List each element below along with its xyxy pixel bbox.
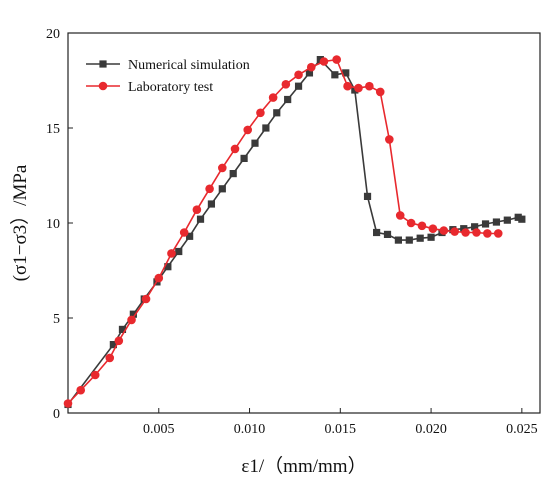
y-tick-label: 10 (46, 217, 60, 232)
y-axis-title: (σ1−σ3）/MPa (9, 164, 31, 281)
data-point (461, 228, 470, 237)
data-point (268, 93, 278, 102)
data-point (129, 310, 137, 318)
data-point (256, 108, 265, 118)
data-point (90, 370, 100, 380)
data-point (179, 228, 189, 237)
data-point (109, 341, 117, 349)
data-point (251, 139, 259, 147)
data-point (105, 353, 115, 363)
series-layer (63, 55, 526, 409)
data-point (331, 71, 339, 79)
legend-marker (98, 81, 108, 91)
data-point (394, 236, 402, 244)
data-point (273, 109, 281, 117)
data-point (262, 124, 270, 132)
data-point (416, 234, 424, 242)
data-point (294, 70, 303, 80)
x-tick-label: 0.010 (234, 422, 266, 437)
data-point (186, 232, 194, 240)
x-tick-label: 0.020 (415, 422, 447, 437)
data-point (76, 385, 86, 395)
data-point (439, 226, 449, 235)
data-point (395, 211, 405, 220)
data-point (63, 399, 73, 408)
y-tick-label: 5 (53, 312, 60, 327)
data-point (450, 227, 459, 236)
data-point (406, 218, 416, 228)
data-point (518, 215, 526, 223)
data-point (332, 55, 341, 64)
data-point (127, 315, 136, 325)
y-axis-ticks: 0 5 10 15 20 (46, 27, 73, 422)
data-point (294, 82, 303, 90)
data-point (472, 228, 481, 237)
data-point (118, 325, 127, 333)
data-point (218, 185, 226, 193)
data-point (417, 221, 427, 231)
data-point (141, 294, 151, 304)
data-point (365, 81, 374, 91)
data-point (503, 216, 511, 224)
data-point (205, 184, 214, 194)
data-point (492, 218, 501, 226)
series-2 (63, 55, 503, 408)
data-point (229, 170, 237, 178)
data-point (428, 224, 438, 233)
data-point (164, 263, 172, 271)
data-point (154, 273, 164, 283)
data-point (427, 233, 435, 241)
legend-marker (99, 60, 107, 68)
data-point (175, 247, 183, 256)
x-axis-ticks: 0.005 0.010 0.015 0.020 0.025 (143, 408, 538, 437)
data-point (230, 144, 240, 154)
y-tick-label: 0 (53, 407, 60, 422)
data-point (514, 213, 522, 221)
x-tick-label: 0.005 (143, 422, 175, 437)
data-point (114, 336, 124, 346)
data-point (354, 83, 363, 93)
data-point (343, 81, 352, 91)
data-point (385, 135, 394, 144)
data-point (305, 69, 314, 77)
data-point (243, 125, 253, 135)
data-point (363, 192, 372, 200)
x-tick-label: 0.025 (506, 422, 538, 437)
data-point (192, 205, 202, 214)
data-point (405, 236, 413, 244)
legend-label: Numerical simulation (128, 58, 250, 73)
legend-label: Laboratory test (128, 80, 213, 95)
legend: Numerical simulation Laboratory test (86, 58, 250, 95)
data-point (281, 80, 291, 89)
data-point (319, 57, 329, 66)
x-axis-title: ε1/（mm/mm） (241, 455, 366, 477)
data-point (383, 230, 392, 238)
y-tick-label: 20 (46, 27, 60, 42)
data-point (240, 154, 248, 162)
data-point (218, 163, 227, 173)
data-point (493, 229, 503, 238)
y-tick-label: 15 (46, 122, 60, 137)
data-point (284, 95, 292, 104)
data-point (342, 69, 350, 77)
data-point (373, 228, 381, 237)
data-point (306, 62, 316, 72)
data-point (471, 223, 479, 231)
data-point (481, 220, 490, 228)
data-point (207, 200, 216, 208)
data-point (375, 87, 385, 97)
data-point (196, 215, 205, 223)
data-point (167, 249, 176, 258)
x-tick-label: 0.015 (325, 422, 357, 437)
data-point (483, 229, 492, 238)
